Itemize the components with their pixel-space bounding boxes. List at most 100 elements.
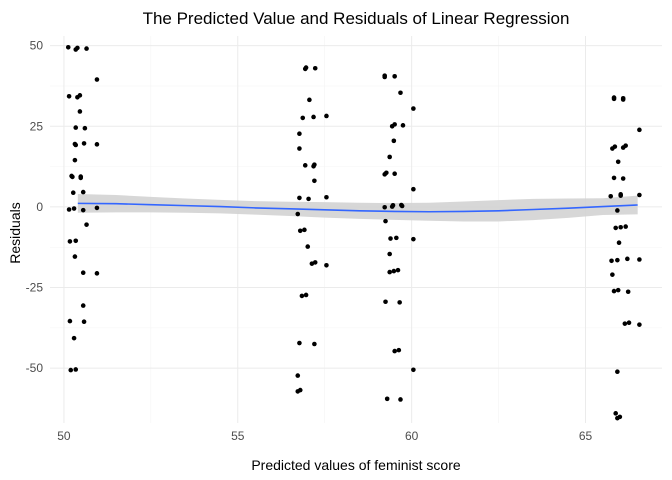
data-point: [610, 272, 615, 277]
data-point: [84, 46, 89, 51]
data-point: [73, 238, 79, 244]
data-point: [616, 240, 622, 246]
data-point: [311, 163, 316, 169]
data-point: [383, 218, 388, 224]
data-point: [81, 319, 87, 325]
smooth-line-layer: [77, 202, 638, 213]
data-point: [391, 268, 397, 274]
data-point: [94, 205, 100, 211]
data-point: [618, 193, 623, 198]
data-point: [388, 236, 393, 241]
data-point: [80, 303, 86, 308]
confidence-ribbon: [77, 194, 638, 222]
data-point: [392, 348, 397, 354]
data-point: [615, 257, 620, 263]
data-point: [324, 262, 329, 268]
data-point: [609, 258, 614, 264]
data-point: [389, 204, 395, 209]
data-point: [80, 270, 86, 276]
data-point: [309, 261, 315, 266]
data-point: [615, 208, 620, 213]
x-axis-ticks: 50 55 60 65: [57, 429, 592, 443]
data-point: [72, 254, 78, 259]
data-point: [400, 123, 406, 128]
data-point: [311, 114, 316, 120]
data-point: [65, 44, 71, 50]
data-point: [613, 225, 618, 231]
y-tick-label: 50: [30, 39, 44, 53]
y-tick-label: 0: [36, 200, 43, 214]
data-point: [396, 347, 402, 353]
data-point: [382, 74, 387, 80]
y-axis-ticks: -50 -25 0 25 50: [26, 39, 44, 375]
data-point: [411, 236, 416, 242]
data-point: [637, 192, 642, 198]
data-point: [73, 47, 79, 52]
data-point: [384, 396, 390, 402]
data-point: [622, 321, 628, 326]
data-point: [637, 127, 642, 133]
data-point: [620, 176, 626, 181]
data-point: [625, 256, 630, 262]
data-point: [297, 131, 302, 137]
data-point: [71, 335, 77, 341]
data-point: [312, 178, 317, 184]
data-point: [73, 142, 79, 148]
data-point: [73, 125, 79, 130]
data-point: [387, 251, 392, 257]
data-point: [615, 287, 621, 293]
data-point: [312, 341, 317, 347]
data-point: [382, 172, 387, 177]
data-point: [303, 292, 309, 298]
data-point: [302, 163, 308, 168]
data-point: [383, 299, 388, 305]
data-point: [387, 154, 392, 160]
data-point: [68, 367, 74, 373]
data-point: [297, 228, 303, 234]
data-point: [615, 369, 620, 375]
data-point: [391, 138, 397, 144]
smooth-line: [77, 202, 638, 213]
data-point: [94, 142, 100, 147]
data-point: [611, 175, 617, 181]
data-point: [637, 257, 642, 262]
data-point: [84, 222, 89, 227]
data-point: [411, 106, 416, 111]
data-point: [324, 194, 329, 200]
data-point: [389, 124, 395, 129]
data-point: [295, 211, 301, 217]
data-point: [82, 125, 88, 131]
data-point: [305, 244, 311, 249]
data-point: [73, 367, 79, 372]
data-point: [611, 96, 617, 102]
data-point: [81, 141, 87, 146]
data-point: [297, 195, 302, 201]
data-point: [626, 320, 632, 326]
chart-title: The Predicted Value and Residuals of Lin…: [143, 9, 570, 28]
data-point: [382, 204, 387, 210]
data-point: [620, 145, 626, 150]
data-point: [618, 224, 623, 230]
data-point: [623, 224, 628, 229]
grid: [50, 36, 662, 423]
data-point: [94, 77, 100, 82]
data-point: [295, 373, 301, 378]
data-point: [67, 239, 73, 244]
y-tick-label: 25: [30, 119, 44, 133]
data-point: [397, 300, 402, 305]
data-point: [411, 186, 416, 192]
data-point: [312, 65, 318, 71]
data-point: [66, 94, 72, 99]
data-point: [392, 171, 397, 177]
data-point: [610, 146, 615, 151]
y-tick-label: -50: [26, 361, 44, 375]
data-point: [300, 115, 306, 121]
y-tick-label: -25: [26, 281, 44, 295]
data-point: [70, 174, 75, 180]
data-point: [77, 109, 83, 114]
data-point: [387, 269, 392, 275]
data-point: [392, 74, 397, 79]
data-point: [302, 66, 308, 72]
data-point: [299, 293, 305, 299]
